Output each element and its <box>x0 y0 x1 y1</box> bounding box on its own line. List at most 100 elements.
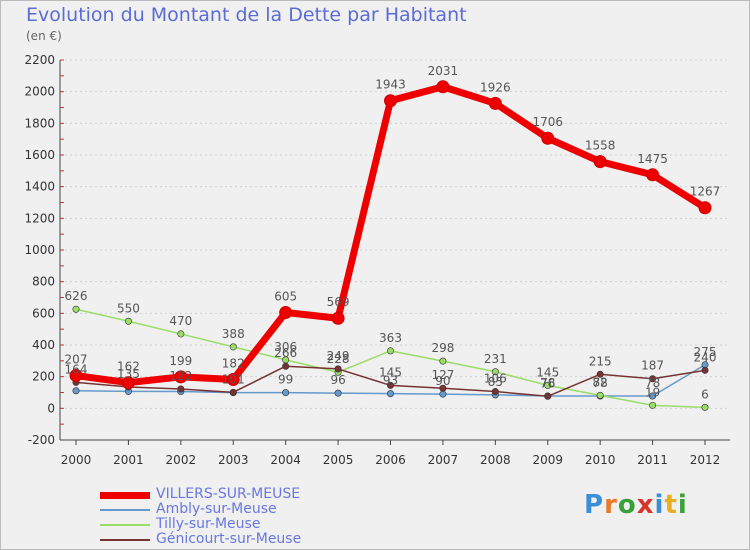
data-label: 298 <box>431 341 454 355</box>
data-point <box>124 317 132 325</box>
data-label: 162 <box>117 360 140 374</box>
data-label: 145 <box>536 365 559 379</box>
data-label: 240 <box>694 350 717 364</box>
data-point <box>386 381 394 389</box>
data-point <box>177 330 185 338</box>
data-point <box>698 201 712 215</box>
data-label: 2031 <box>428 64 459 78</box>
data-label: 164 <box>65 362 88 376</box>
data-point <box>439 390 447 398</box>
logo-letter: o <box>617 490 637 520</box>
data-label: 78 <box>645 376 660 390</box>
data-label: 231 <box>484 352 507 366</box>
y-tick-label: 1000 <box>24 243 55 257</box>
legend-item: Tilly-sur-Meuse <box>100 516 360 534</box>
data-label: 78 <box>593 376 608 390</box>
legend-swatch <box>100 509 150 511</box>
data-point <box>69 369 83 383</box>
data-point <box>384 94 397 108</box>
data-label: 626 <box>65 289 88 303</box>
data-point <box>72 305 80 313</box>
data-point <box>439 384 447 392</box>
data-label: 1706 <box>532 115 563 129</box>
data-point <box>72 387 80 395</box>
logo-letter: i <box>654 490 665 520</box>
y-tick-label: 800 <box>32 275 55 289</box>
y-tick-label: 2000 <box>24 85 55 99</box>
logo-letter: i <box>677 490 688 520</box>
data-label: 275 <box>694 345 717 359</box>
data-label: 6 <box>701 387 709 401</box>
data-label: 199 <box>169 354 192 368</box>
data-label: 306 <box>274 340 297 354</box>
data-point <box>488 96 502 110</box>
legend-label: VILLERS-SUR-MEUSE <box>156 486 301 502</box>
y-tick-label: 2200 <box>24 53 55 67</box>
x-tick-label: 2010 <box>585 453 616 467</box>
data-label: 82 <box>593 375 608 389</box>
data-label: 1943 <box>375 78 406 92</box>
data-point <box>282 362 290 370</box>
data-point <box>331 311 345 325</box>
x-tick-label: 2002 <box>166 453 197 467</box>
data-label: 1475 <box>637 152 668 166</box>
data-label: 135 <box>117 367 140 381</box>
data-point <box>282 389 290 397</box>
data-label: 90 <box>435 374 450 388</box>
data-label: 569 <box>327 295 350 309</box>
data-point <box>544 381 552 389</box>
data-label: 215 <box>589 354 612 368</box>
data-label: 76 <box>540 376 555 390</box>
data-label: 122 <box>169 369 192 383</box>
data-point <box>646 168 660 182</box>
data-point <box>596 370 604 378</box>
legend-label: Tilly-sur-Meuse <box>156 516 261 532</box>
data-point <box>701 366 709 374</box>
data-label: 1267 <box>690 185 721 199</box>
data-label: 266 <box>274 346 297 360</box>
legend-label: Ambly-sur-Meuse <box>156 501 277 517</box>
data-label: 249 <box>327 349 350 363</box>
x-tick-label: 2004 <box>270 453 301 467</box>
data-point <box>229 388 237 396</box>
legend-item: Génicourt-sur-Meuse <box>100 531 360 549</box>
data-point <box>334 365 342 373</box>
legend-swatch <box>100 524 150 526</box>
data-label: 1558 <box>585 139 616 153</box>
x-tick-label: 2008 <box>480 453 511 467</box>
data-point <box>649 401 657 409</box>
data-point <box>491 368 499 376</box>
data-label: 605 <box>274 290 297 304</box>
x-tick-label: 2005 <box>323 453 354 467</box>
y-tick-label: 1600 <box>24 148 55 162</box>
data-label: 1926 <box>480 80 511 94</box>
data-point <box>229 343 237 351</box>
data-label: 99 <box>278 373 293 387</box>
y-tick-label: -200 <box>28 433 55 447</box>
y-tick-label: 600 <box>32 306 55 320</box>
data-point <box>439 357 447 365</box>
data-point <box>701 403 709 411</box>
y-tick-label: 1800 <box>24 116 55 130</box>
data-point <box>334 389 342 397</box>
y-tick-label: 1200 <box>24 211 55 225</box>
legend-swatch <box>100 539 150 541</box>
x-tick-label: 2007 <box>428 453 459 467</box>
data-point <box>593 155 607 169</box>
logo-letter: P <box>584 490 605 520</box>
data-label: 78 <box>540 376 555 390</box>
x-tick-label: 2009 <box>532 453 563 467</box>
x-tick-label: 2001 <box>113 453 144 467</box>
data-point <box>279 306 293 320</box>
x-tick-label: 2012 <box>690 453 721 467</box>
legend-item: Ambly-sur-Meuse <box>100 501 360 519</box>
data-point <box>174 370 188 384</box>
y-tick-label: 1400 <box>24 180 55 194</box>
data-point <box>649 375 657 383</box>
chart-subtitle: (en €) <box>26 29 62 43</box>
x-tick-label: 2011 <box>637 453 668 467</box>
x-tick-label: 2000 <box>61 453 92 467</box>
data-point <box>121 376 135 390</box>
proxiti-logo: Proxiti <box>584 490 688 520</box>
